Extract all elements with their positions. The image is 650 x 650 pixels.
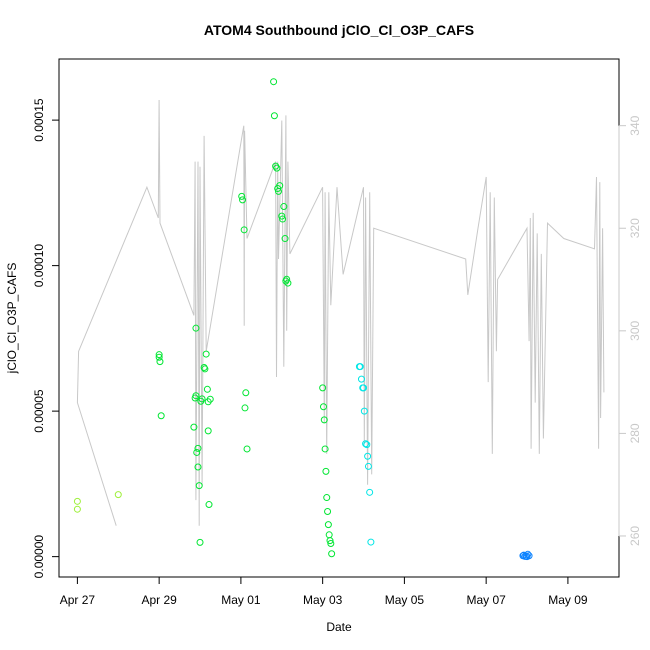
x-axis: Apr 27 Apr 29 May 01 May 03 May 05 May 07 May … xyxy=(60,576,588,607)
data-point xyxy=(205,501,213,509)
data-point xyxy=(270,112,278,120)
data-point xyxy=(319,403,327,411)
x-tick-label: May 09 xyxy=(548,593,588,607)
data-point xyxy=(156,358,164,366)
data-point xyxy=(366,488,374,496)
data-point xyxy=(273,164,281,172)
data-point xyxy=(279,215,287,223)
data-point xyxy=(276,182,284,190)
data-point xyxy=(194,444,202,452)
data-point xyxy=(326,537,334,545)
x-tick-label: May 05 xyxy=(385,593,425,607)
y-tick-label: 0.00015 xyxy=(32,98,46,142)
data-point xyxy=(360,407,368,415)
y2-axis: 260 280 300 320 340 xyxy=(618,115,642,546)
data-point xyxy=(240,226,248,234)
x-tick-label: Apr 27 xyxy=(60,593,96,607)
data-point xyxy=(367,538,375,546)
data-point xyxy=(202,350,210,358)
data-point xyxy=(198,395,206,403)
data-point xyxy=(525,552,533,560)
data-point xyxy=(325,531,333,539)
data-point xyxy=(201,365,209,373)
data-point xyxy=(356,363,364,371)
x-tick-label: May 03 xyxy=(303,593,343,607)
data-point xyxy=(522,552,530,560)
data-point xyxy=(281,235,289,243)
y2-tick-label: 280 xyxy=(628,423,642,443)
data-point xyxy=(320,416,328,424)
data-point xyxy=(243,445,251,453)
y-axis: 0.00000 0.00005 0.00010 0.00015 xyxy=(32,98,60,579)
data-point xyxy=(321,445,329,453)
data-point xyxy=(204,427,212,435)
data-point xyxy=(193,448,201,456)
data-point xyxy=(323,494,331,502)
y2-tick-label: 300 xyxy=(628,320,642,340)
data-point xyxy=(363,441,371,449)
data-point xyxy=(364,462,372,470)
data-point xyxy=(278,212,286,220)
y-axis-label: jClO_Cl_O3P_CAFS xyxy=(5,263,19,375)
x-tick-label: May 07 xyxy=(466,593,506,607)
data-point xyxy=(157,412,165,420)
x-tick-label: May 01 xyxy=(221,593,261,607)
data-point xyxy=(270,78,278,86)
data-point xyxy=(328,550,336,558)
data-point xyxy=(238,192,246,200)
y2-tick-label: 260 xyxy=(628,526,642,546)
data-point xyxy=(242,389,250,397)
y-tick-label: 0.00000 xyxy=(32,535,46,579)
data-point xyxy=(524,550,532,558)
scatter-points xyxy=(73,78,533,561)
data-point xyxy=(362,440,370,448)
data-point xyxy=(194,463,202,471)
data-point xyxy=(195,482,203,490)
data-point xyxy=(155,351,163,359)
data-point xyxy=(280,203,288,211)
data-point xyxy=(357,375,365,383)
data-point xyxy=(284,279,292,287)
data-point xyxy=(114,491,122,499)
data-point xyxy=(73,505,81,513)
chart-title: ATOM4 Southbound jClO_Cl_O3P_CAFS xyxy=(204,22,474,38)
data-point xyxy=(73,497,81,505)
data-point xyxy=(206,395,214,403)
data-point xyxy=(241,404,249,412)
y2-tick-label: 340 xyxy=(628,115,642,135)
data-point xyxy=(190,423,198,431)
y-tick-label: 0.00010 xyxy=(32,244,46,288)
secondary-line-series xyxy=(76,99,605,526)
plot-area-border xyxy=(58,58,620,578)
x-tick-label: Apr 29 xyxy=(141,593,177,607)
data-point xyxy=(324,508,332,516)
data-point xyxy=(239,196,247,204)
data-point xyxy=(360,384,368,392)
data-point xyxy=(192,324,200,332)
secondary-line xyxy=(76,99,605,526)
data-point xyxy=(155,353,163,361)
x-axis-label: Date xyxy=(326,620,352,634)
data-point xyxy=(192,392,200,400)
data-point xyxy=(364,452,372,460)
data-point xyxy=(203,385,211,393)
data-point xyxy=(200,363,208,371)
data-point xyxy=(283,275,291,283)
y2-tick-label: 320 xyxy=(628,218,642,238)
data-point xyxy=(196,538,204,546)
data-point xyxy=(319,384,327,392)
data-point xyxy=(327,540,335,548)
y-tick-label: 0.00005 xyxy=(32,389,46,433)
data-point xyxy=(322,467,330,475)
data-point xyxy=(324,521,332,529)
